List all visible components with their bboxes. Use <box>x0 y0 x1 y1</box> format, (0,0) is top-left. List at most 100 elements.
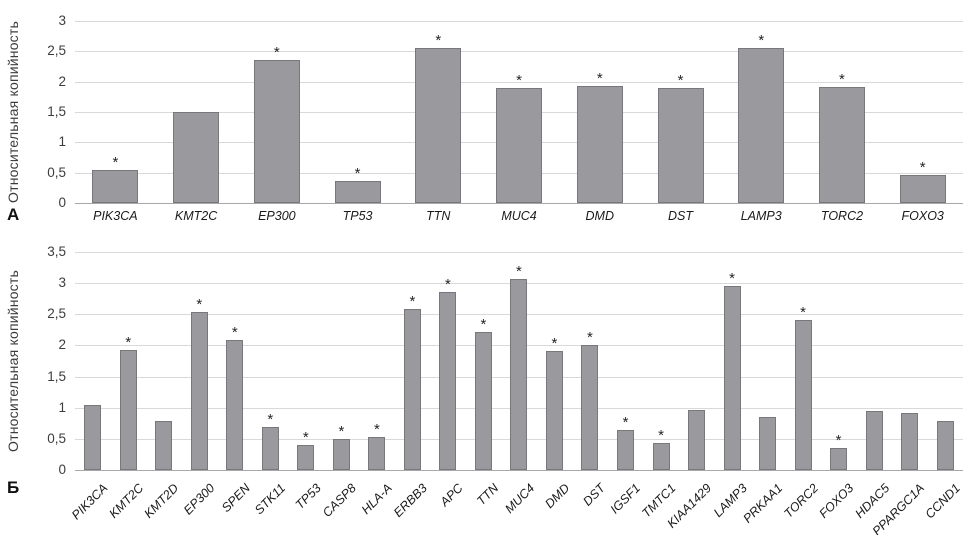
panel-label-a: А <box>7 205 20 224</box>
significance-marker: * <box>516 71 522 89</box>
bar-DST <box>657 88 704 203</box>
significance-marker: * <box>196 295 203 313</box>
significance-marker: * <box>839 71 845 89</box>
bar-CASP8 <box>332 439 350 470</box>
x-label-slot: STK11 <box>252 474 288 534</box>
bar-DST <box>581 344 599 470</box>
significance-marker: * <box>551 335 558 353</box>
x-label-slot: DST <box>572 474 608 534</box>
significance-marker: * <box>919 159 926 177</box>
x-label-slot: CASP8 <box>320 474 359 534</box>
bar-slot-DMD: * <box>559 21 640 203</box>
bar-TMTC1 <box>652 442 670 470</box>
bar-ERBB3 <box>403 309 421 470</box>
bar-LAMP3 <box>723 285 741 470</box>
gene-label-PIK3CA: PIK3CA <box>69 481 111 523</box>
significance-marker: * <box>125 333 132 351</box>
x-label-slot: TP53 <box>288 474 324 534</box>
y-tick-label: 0,5 <box>47 164 66 180</box>
bar-PRKAA1 <box>759 417 777 470</box>
x-label-slot: MUC4 <box>479 207 560 225</box>
y-tick-label: 1 <box>58 134 66 150</box>
panel-label-b: Б <box>7 478 20 497</box>
x-label-slot: HLA-A <box>359 474 395 534</box>
x-label-slot: LAMP3 <box>711 474 750 534</box>
y-axis-title-wrap-a: Относительная копийность <box>2 21 24 203</box>
x-label-slot: KIAA1429 <box>665 474 715 534</box>
bar-slot-FOXO3: * <box>882 21 963 203</box>
x-label-slot: PIK3CA <box>69 474 110 534</box>
bar-IGSF1 <box>616 430 634 470</box>
bar-FOXO3 <box>830 448 848 470</box>
bar-APC <box>439 291 457 470</box>
bar-slot-EP300: * <box>236 21 317 203</box>
y-axis-title-wrap-b: Относительная копийность <box>2 252 24 470</box>
gridline <box>75 81 963 83</box>
x-label-slot: FOXO3 <box>882 207 963 225</box>
y-tick-label: 0,5 <box>47 430 66 446</box>
significance-marker: * <box>758 31 765 49</box>
bar-DMD <box>545 351 563 470</box>
y-tick-label: 2 <box>58 337 66 353</box>
bar-CCND1 <box>936 421 954 470</box>
significance-marker: * <box>302 429 309 447</box>
y-tick-label: 3 <box>58 275 66 291</box>
significance-marker: * <box>677 72 684 90</box>
significance-marker: * <box>409 293 416 311</box>
y-tick-label: 2 <box>58 73 66 89</box>
x-axis-labels-b: PIK3CA KMT2C KMT2D EP300 SPEN STK11 TP53 CASP8 H… <box>69 474 963 535</box>
significance-marker: * <box>338 423 345 441</box>
panel-b: Относительная копийность 0 0,5 1 1,5 2 2,5 3 3,… <box>0 240 966 535</box>
bar-slot-PIK3CA: * <box>75 21 156 203</box>
y-tick-label: 2,5 <box>47 43 66 59</box>
y-tick-label: 1 <box>58 399 66 415</box>
x-label-slot: IGSF1 <box>608 474 643 534</box>
bar-HDAC5 <box>865 410 883 470</box>
x-label-slot: PRKAA1 <box>741 474 786 534</box>
bar-slot-TP53: * <box>317 21 398 203</box>
gene-label-EP300: EP300 <box>258 209 296 223</box>
gene-label-HLA-A: HLA-A <box>358 481 395 517</box>
bar-SPEN <box>226 339 244 470</box>
y-tick-label: 0 <box>58 462 66 477</box>
y-tick-label: 0 <box>58 195 66 210</box>
bar-DMD <box>576 85 623 203</box>
bar-slot-FOXO3: * <box>821 252 857 470</box>
gene-label-EP300: EP300 <box>180 481 218 518</box>
panel-a: Относительная копийность 0 0,5 1 1,5 2 2,5 3 * *… <box>0 0 966 240</box>
plot-area-b: 0 0,5 1 1,5 2 2,5 3 3,5 * * * * * * * * * * * * * * * * * * <box>47 244 963 477</box>
bar-TP53 <box>297 445 315 470</box>
gene-label-KMT2C: KMT2C <box>174 209 218 223</box>
bar-MUC4 <box>496 87 543 203</box>
gene-label-TTN: TTN <box>426 209 451 223</box>
gene-label-FOXO3: FOXO3 <box>901 209 944 223</box>
bar-slot-PIK3CA <box>75 252 111 470</box>
x-label-slot: DST <box>640 207 721 225</box>
gene-label-ERBB3: ERBB3 <box>391 481 431 520</box>
y-axis-title: Относительная копийность <box>5 270 22 452</box>
bar-LAMP3 <box>738 47 785 203</box>
bar-slot-SPEN: * <box>217 252 253 470</box>
bar-slot-MUC4: * <box>479 21 560 203</box>
bar-slot-PRKAA1 <box>750 252 786 470</box>
significance-marker: * <box>354 164 361 182</box>
bar-EP300 <box>253 60 300 203</box>
y-tick-label: 3 <box>58 13 66 28</box>
bar-slot-TP53: * <box>288 252 324 470</box>
bar-PPARGC1A <box>901 413 919 470</box>
x-label-slot: TORC2 <box>802 207 883 225</box>
bar-FOXO3 <box>899 175 946 203</box>
gene-label-KMT2D: KMT2D <box>141 481 182 521</box>
bar-TTN <box>415 48 462 203</box>
bars-row: * * * * * * * * * * <box>75 21 963 203</box>
gene-label-TORC2: TORC2 <box>781 481 821 521</box>
significance-marker: * <box>516 263 522 281</box>
x-label-slot: SPEN <box>217 474 253 534</box>
gene-label-LAMP3: LAMP3 <box>740 209 782 223</box>
gene-label-FOXO3: FOXO3 <box>816 481 857 521</box>
bar-KMT2C <box>119 349 137 470</box>
x-label-slot: APC <box>430 474 466 534</box>
bar-slot-EP300: * <box>182 252 218 470</box>
bar-EP300 <box>190 311 208 470</box>
bar-PIK3CA <box>84 405 102 470</box>
